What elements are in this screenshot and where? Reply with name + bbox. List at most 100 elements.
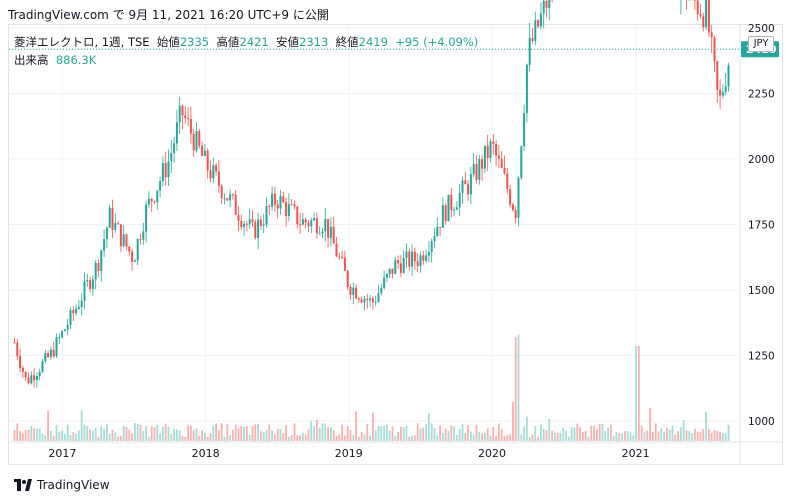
volume-bar — [623, 431, 626, 441]
volume-bar — [248, 435, 251, 441]
candle-body — [223, 198, 226, 200]
volume-bar — [254, 424, 257, 441]
candle-body — [33, 375, 36, 381]
volume-bar — [579, 427, 581, 441]
volume-bar — [394, 435, 397, 441]
candle-body — [265, 205, 268, 225]
volume-bar — [408, 436, 411, 441]
candle-body — [321, 231, 324, 234]
volume-bar — [483, 432, 486, 441]
y-tick-label: 1000 — [748, 416, 775, 428]
volume-bar — [119, 436, 122, 441]
candle-body — [416, 261, 419, 267]
candle-body — [433, 236, 436, 242]
publish-header: TradingView.com で 9月 11, 2021 16:20 UTC+… — [8, 8, 329, 22]
symbol-label[interactable]: 菱洋エレクトロ, 1週, TSE — [14, 35, 150, 49]
candle-body — [699, 14, 702, 17]
volume-bar — [273, 434, 276, 441]
volume-bar — [649, 407, 651, 441]
volume-bar — [657, 431, 660, 441]
volume-bar — [313, 426, 315, 441]
candle-body — [506, 173, 509, 190]
volume-bar — [545, 430, 548, 441]
candle-body — [276, 204, 279, 209]
candle-body — [296, 206, 299, 225]
volume-bar — [537, 436, 539, 441]
candle-body — [383, 277, 386, 288]
tradingview-logo-icon — [14, 479, 32, 491]
volume-bar — [637, 346, 640, 441]
volume-bar — [612, 436, 615, 441]
volume-bar — [475, 425, 478, 441]
volume-bar — [486, 428, 489, 441]
candle-body — [444, 205, 447, 222]
volume-bar — [663, 432, 665, 441]
volume-bar — [318, 427, 321, 441]
volume-bar — [377, 425, 380, 441]
volume-bar — [215, 423, 217, 441]
candle-body — [293, 204, 296, 207]
candle-body — [203, 150, 206, 156]
low-label: 安値 — [276, 35, 300, 49]
volume-bar — [509, 434, 511, 441]
low-value: 2313 — [299, 35, 329, 49]
volume-bar — [268, 424, 271, 441]
volume-bar — [570, 427, 573, 441]
volume-bar — [677, 431, 679, 441]
volume-bar — [696, 431, 699, 441]
volume-bar — [626, 431, 629, 441]
volume-bar — [290, 434, 293, 441]
volume-bar — [587, 436, 590, 441]
candle-body — [385, 273, 388, 278]
candle-body — [478, 159, 481, 180]
candle-body — [122, 234, 125, 247]
candle-body — [307, 222, 310, 227]
y-tick-label: 2250 — [748, 89, 775, 101]
candle-body — [61, 331, 64, 338]
volume-bar — [581, 432, 584, 441]
candle-body — [360, 299, 363, 303]
candle-body — [52, 349, 55, 357]
candle-body — [69, 310, 72, 326]
volume-bar — [635, 346, 637, 441]
footer-brand[interactable]: TradingView — [14, 478, 110, 492]
candle-body — [453, 209, 456, 211]
candle-body — [539, 13, 542, 27]
candle-body — [304, 219, 307, 223]
volume-bar — [27, 429, 30, 441]
volume-bar — [595, 429, 598, 441]
candle-body — [380, 287, 383, 294]
candle-body — [315, 218, 318, 234]
currency-button[interactable]: JPY — [748, 36, 774, 52]
candle-body — [125, 234, 128, 247]
candle-body — [425, 255, 428, 261]
volume-bar — [187, 425, 189, 441]
candle-body — [371, 298, 374, 303]
volume-bar — [629, 432, 632, 441]
volume-bar — [439, 425, 441, 441]
candle-body — [721, 91, 724, 96]
candle-body — [251, 219, 254, 223]
candle-body — [537, 20, 540, 27]
ohlc-legend: 菱洋エレクトロ, 1週, TSE 始値2335 高値2421 安値2313 終値… — [14, 34, 478, 50]
volume-bar — [525, 416, 528, 441]
volume-bar — [601, 423, 604, 441]
volume-bar — [699, 432, 702, 441]
close-label: 終値 — [335, 35, 359, 49]
candle-body — [716, 61, 719, 90]
volume-bar — [245, 426, 248, 441]
volume-bar — [584, 430, 587, 441]
volume-value: 886.3K — [55, 53, 97, 67]
volume-bar — [441, 432, 444, 441]
volume-bar — [559, 432, 562, 441]
volume-bar — [203, 432, 206, 441]
candle-body — [411, 251, 414, 267]
candle-body — [341, 256, 344, 258]
volume-bar — [551, 430, 553, 441]
change-value: +95 (+4.09%) — [395, 35, 479, 49]
volume-bar — [346, 426, 349, 441]
volume-bar — [492, 426, 495, 441]
volume-bar — [388, 430, 391, 441]
volume-bar — [646, 430, 649, 441]
